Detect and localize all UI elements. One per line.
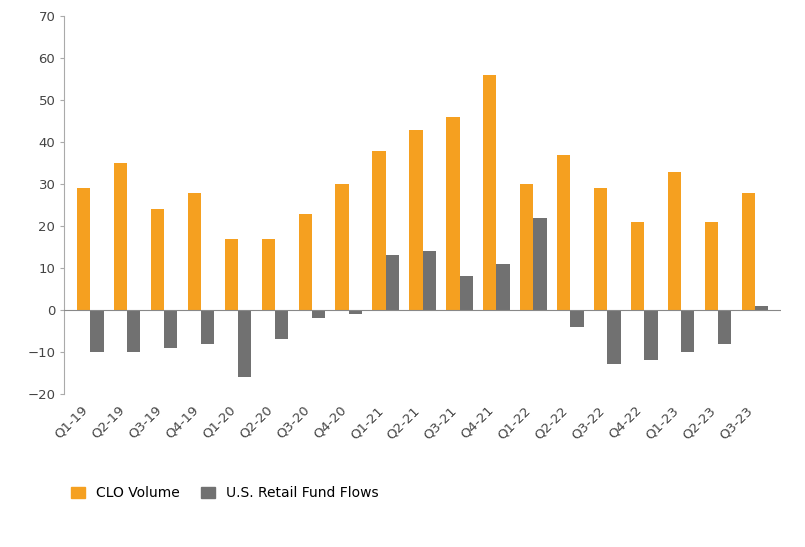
Bar [594,188,607,310]
Bar [423,251,436,310]
Bar [520,184,534,310]
Bar [312,310,325,318]
Bar [534,218,547,310]
Bar [336,184,349,310]
Bar [114,163,127,310]
Bar [77,188,90,310]
Bar [668,172,681,310]
Bar [238,310,251,377]
Bar [373,150,386,310]
Bar [755,306,768,310]
Bar [409,130,423,310]
Bar [201,310,214,344]
Bar [497,264,510,310]
Bar [557,155,571,310]
Legend: CLO Volume, U.S. Retail Fund Flows: CLO Volume, U.S. Retail Fund Flows [72,486,378,500]
Bar [483,75,497,310]
Bar [349,310,362,314]
Bar [446,117,460,310]
Bar [681,310,695,352]
Bar [164,310,177,348]
Bar [262,238,275,310]
Bar [151,210,164,310]
Bar [275,310,288,339]
Bar [607,310,621,364]
Bar [90,310,104,352]
Bar [631,222,644,310]
Bar [704,222,718,310]
Bar [225,238,238,310]
Bar [571,310,584,327]
Bar [188,193,201,310]
Bar [299,213,312,310]
Bar [386,255,399,310]
Bar [718,310,732,344]
Bar [127,310,141,352]
Bar [741,193,755,310]
Bar [460,276,473,310]
Bar [644,310,658,360]
